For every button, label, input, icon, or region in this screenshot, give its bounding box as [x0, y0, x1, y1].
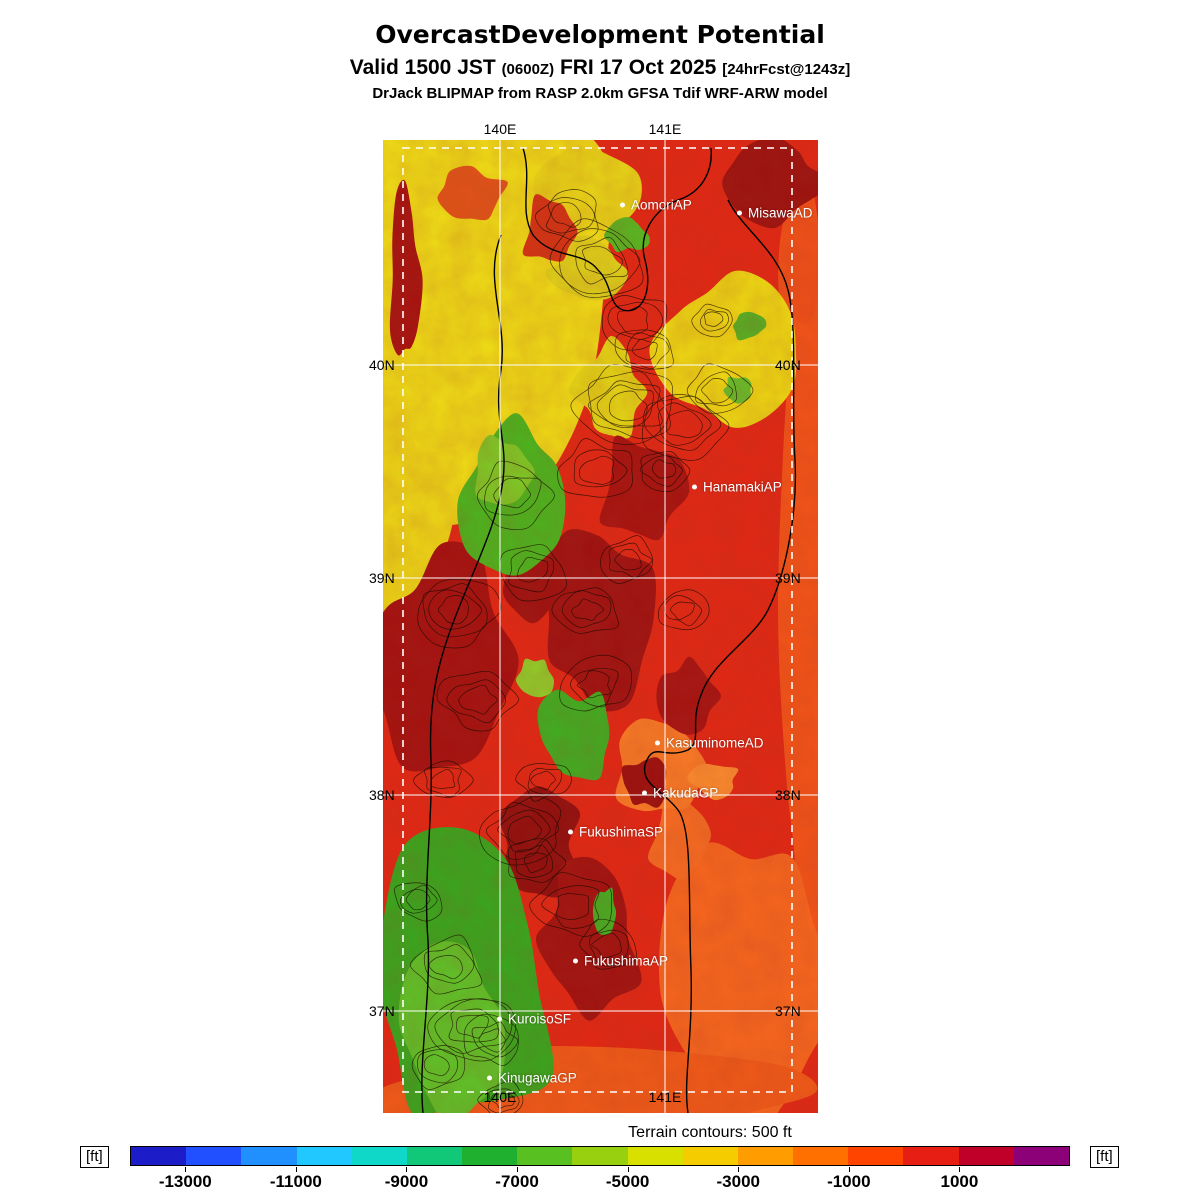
colorbar-tick	[295, 1167, 297, 1172]
colorbar-segment	[351, 1147, 407, 1165]
colorbar-segment	[793, 1147, 849, 1165]
map-color-field: AomoriAP MisawaAD HanamakiAP KasuminomeAD Ka…	[383, 140, 818, 1113]
colorbar-tick-label: -3000	[716, 1172, 760, 1191]
station-marker: FukushimaAP	[573, 954, 668, 969]
colorbar-tick-label: 1000	[940, 1172, 979, 1191]
lon-label-bottom: 141E	[648, 1089, 682, 1105]
forecast-cycle: [24hrFcst@1243z]	[722, 61, 851, 78]
colorbar-tick	[848, 1167, 850, 1172]
station-marker: AomoriAP	[620, 198, 692, 213]
lat-label-left: 40N	[369, 357, 395, 373]
station-dot-icon	[642, 790, 647, 796]
colorbar-tick	[959, 1167, 961, 1172]
colorbar-tick	[517, 1167, 519, 1172]
lat-label-right: 37N	[775, 1003, 801, 1019]
station-marker: KuroisoSF	[497, 1012, 571, 1027]
station-dot-icon	[487, 1075, 492, 1081]
lat-label-left: 37N	[369, 1003, 395, 1019]
valid-time: Valid 1500 JST	[349, 56, 496, 79]
page-title: OvercastDevelopment Potential	[375, 20, 825, 49]
station-label: KasuminomeAD	[666, 735, 764, 751]
lat-label-left: 38N	[369, 787, 395, 803]
colorbar-segment	[517, 1147, 573, 1165]
coastline	[421, 147, 797, 1113]
station-label: AomoriAP	[631, 197, 692, 213]
station-dot-icon	[620, 202, 625, 208]
header: OvercastDevelopment Potential Valid 1500…	[0, 20, 1200, 102]
station-marker: KinugawaGP	[487, 1071, 577, 1086]
station-dot-icon	[573, 958, 578, 964]
station-marker: MisawaAD	[737, 206, 813, 221]
colorbar-segment	[627, 1147, 683, 1165]
station-dot-icon	[737, 210, 742, 216]
station-label: FukushimaAP	[584, 953, 669, 969]
colorbar-segment	[1013, 1147, 1069, 1165]
valid-date: FRI 17 Oct 2025	[559, 56, 717, 79]
colorbar-tick	[627, 1167, 629, 1172]
station-marker: KakudaGP	[642, 786, 718, 801]
colorbar-tick	[406, 1167, 408, 1172]
colorbar-segment	[903, 1147, 959, 1165]
lon-label-bottom: 140E	[483, 1089, 517, 1105]
station-marker: FukushimaSP	[568, 825, 663, 840]
lat-label-right: 39N	[775, 570, 801, 586]
colorbar-tick-label: -1000	[827, 1172, 871, 1191]
colorbar-segment	[296, 1147, 352, 1165]
station-marker: HanamakiAP	[692, 480, 782, 495]
station-label: FukushimaSP	[579, 824, 664, 840]
colorbar-segment	[737, 1147, 794, 1165]
colorbar-unit-right: [ft]	[1090, 1146, 1119, 1168]
station-marker: KasuminomeAD	[655, 736, 764, 751]
colorbar-segment	[462, 1147, 518, 1165]
terrain-contours	[394, 189, 754, 1113]
station-label: MisawaAD	[748, 205, 813, 221]
colorbar-segment	[241, 1147, 297, 1165]
colorbar-segment	[186, 1147, 242, 1165]
lat-label-left: 39N	[369, 570, 395, 586]
colorbar-segment	[406, 1147, 463, 1165]
lon-label-top: 141E	[648, 121, 682, 137]
valid-zulu: (0600Z)	[501, 61, 555, 78]
model-line: DrJack BLIPMAP from RASP 2.0km GFSA Tdif…	[372, 85, 828, 102]
colorbar-tick-label: -13000	[158, 1172, 212, 1191]
forecast-domain-outline	[402, 147, 793, 1093]
lon-label-top: 140E	[483, 121, 517, 137]
colorbar-unit-left: [ft]	[80, 1146, 109, 1168]
station-label: KuroisoSF	[508, 1011, 572, 1027]
colorbar-segment	[958, 1147, 1014, 1165]
map: AomoriAP MisawaAD HanamakiAP KasuminomeAD Ka…	[369, 121, 818, 1113]
colorbar-tick-label: -7000	[495, 1172, 539, 1191]
station-dot-icon	[497, 1016, 502, 1022]
valid-line: Valid 1500 JST (0600Z) FRI 17 Oct 2025 […	[0, 56, 1200, 80]
terrain-contours-note: Terrain contours: 500 ft	[628, 1124, 792, 1141]
station-label: KinugawaGP	[498, 1070, 577, 1086]
station-dot-icon	[655, 740, 660, 746]
colorbar-tick-label: -11000	[269, 1172, 322, 1191]
colorbar-tick	[738, 1167, 740, 1172]
colorbar-segment	[682, 1147, 738, 1165]
station-dot-icon	[692, 484, 697, 490]
station-label: KakudaGP	[653, 785, 719, 801]
colorbar-tick-label: -5000	[605, 1172, 650, 1191]
map-svg	[383, 140, 818, 1113]
colorbar-segment	[572, 1147, 628, 1165]
graticule	[383, 140, 818, 1113]
colorbar-segment	[848, 1147, 904, 1165]
colorbar-tick	[185, 1167, 187, 1172]
colorbar	[130, 1146, 1070, 1166]
colorbar-segment	[131, 1147, 187, 1165]
station-label: HanamakiAP	[703, 479, 782, 495]
colorbar-tick-label: -9000	[384, 1172, 429, 1191]
lat-label-right: 38N	[775, 787, 801, 803]
lat-label-right: 40N	[775, 357, 801, 373]
texture-overlay	[383, 140, 818, 1113]
station-dot-icon	[568, 829, 573, 835]
